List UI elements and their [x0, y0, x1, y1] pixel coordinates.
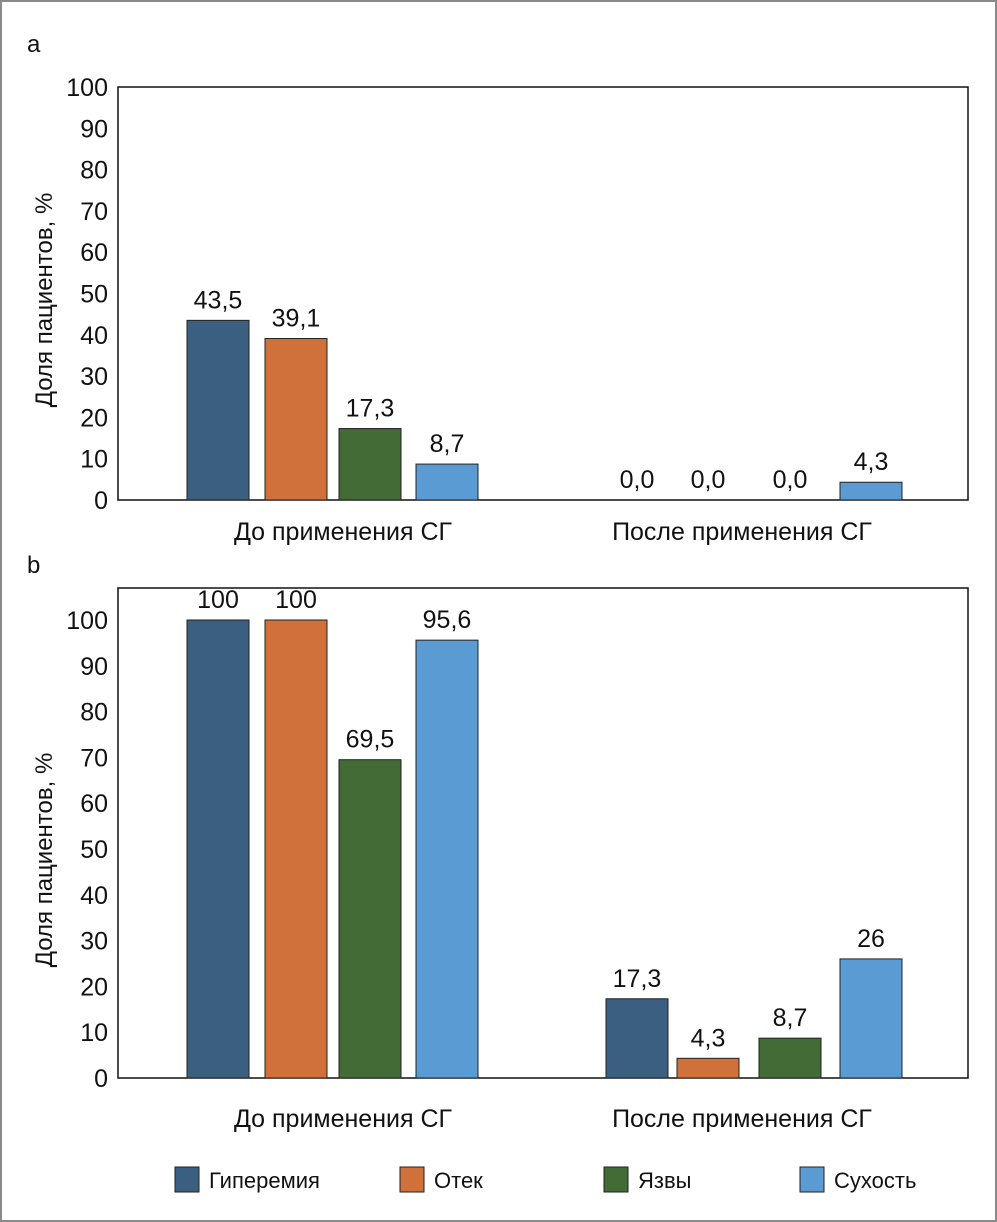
data-label: 26	[857, 925, 885, 953]
bar-Сухость	[839, 958, 903, 1079]
legend-swatch	[603, 1166, 629, 1193]
y-tick-label: 20	[80, 404, 108, 432]
data-label: 4,3	[691, 1024, 726, 1052]
data-label: 69,5	[346, 726, 395, 754]
plot-area	[117, 86, 969, 501]
legend-label: Гиперемия	[209, 1168, 320, 1193]
y-tick-label: 50	[80, 281, 108, 309]
y-tick-label: 70	[80, 744, 108, 772]
x-category-label: До применения СГ	[234, 518, 453, 546]
y-axis-label: Доля пациентов, %	[31, 753, 58, 968]
panel-label: a	[27, 31, 41, 58]
data-label: 100	[197, 586, 239, 614]
legend-swatch	[174, 1166, 200, 1193]
bar-Язвы	[758, 1037, 822, 1079]
data-label: 0,0	[773, 466, 808, 494]
y-tick-label: 20	[80, 973, 108, 1001]
legend-swatch	[399, 1166, 425, 1193]
y-tick-label: 80	[80, 157, 108, 185]
legend-label: Язвы	[638, 1168, 691, 1193]
y-tick-label: 0	[94, 1065, 108, 1093]
y-tick-label: 60	[80, 239, 108, 267]
bar-Язвы	[338, 759, 402, 1079]
data-label: 17,3	[613, 965, 662, 993]
plot-area	[117, 587, 969, 1079]
y-axis-label: Доля пациентов, %	[31, 193, 58, 408]
bar-Гиперемия	[186, 619, 250, 1079]
legend-swatch	[799, 1166, 825, 1193]
data-label: 17,3	[346, 395, 395, 423]
y-tick-label: 70	[80, 198, 108, 226]
bar-Сухость	[415, 639, 479, 1079]
bar-Сухость	[415, 463, 479, 501]
data-label: 8,7	[430, 430, 465, 458]
y-tick-label: 30	[80, 363, 108, 391]
y-tick-label: 50	[80, 836, 108, 864]
y-tick-label: 40	[80, 882, 108, 910]
y-tick-label: 100	[66, 607, 108, 635]
bar-Гиперемия	[605, 998, 669, 1079]
data-label: 43,5	[194, 286, 243, 314]
y-tick-label: 90	[80, 653, 108, 681]
y-tick-label: 40	[80, 322, 108, 350]
bar-Отек	[264, 619, 328, 1079]
data-label: 0,0	[620, 466, 655, 494]
data-label: 100	[275, 586, 317, 614]
legend-label: Сухость	[834, 1168, 916, 1193]
y-tick-label: 0	[94, 487, 108, 515]
bar-Отек	[264, 338, 328, 501]
y-tick-label: 10	[80, 1019, 108, 1047]
bar-Сухость	[839, 481, 903, 501]
x-category-label: До применения СГ	[234, 1105, 453, 1133]
legend-label: Отек	[434, 1168, 483, 1193]
y-tick-label: 60	[80, 790, 108, 818]
y-tick-label: 100	[66, 74, 108, 102]
data-label: 39,1	[272, 305, 321, 333]
y-tick-label: 90	[80, 115, 108, 143]
x-category-label: После применения СГ	[612, 518, 872, 546]
data-label: 8,7	[773, 1004, 808, 1032]
bar-Отек	[676, 1057, 740, 1079]
data-label: 4,3	[854, 448, 889, 476]
bar-Язвы	[338, 428, 402, 501]
y-tick-label: 80	[80, 699, 108, 727]
data-label: 0,0	[691, 466, 726, 494]
y-tick-label: 30	[80, 928, 108, 956]
panel-label: b	[27, 552, 40, 579]
data-label: 95,6	[423, 606, 472, 634]
x-category-label: После применения СГ	[612, 1105, 872, 1133]
y-tick-label: 10	[80, 446, 108, 474]
bar-Гиперемия	[186, 319, 250, 501]
